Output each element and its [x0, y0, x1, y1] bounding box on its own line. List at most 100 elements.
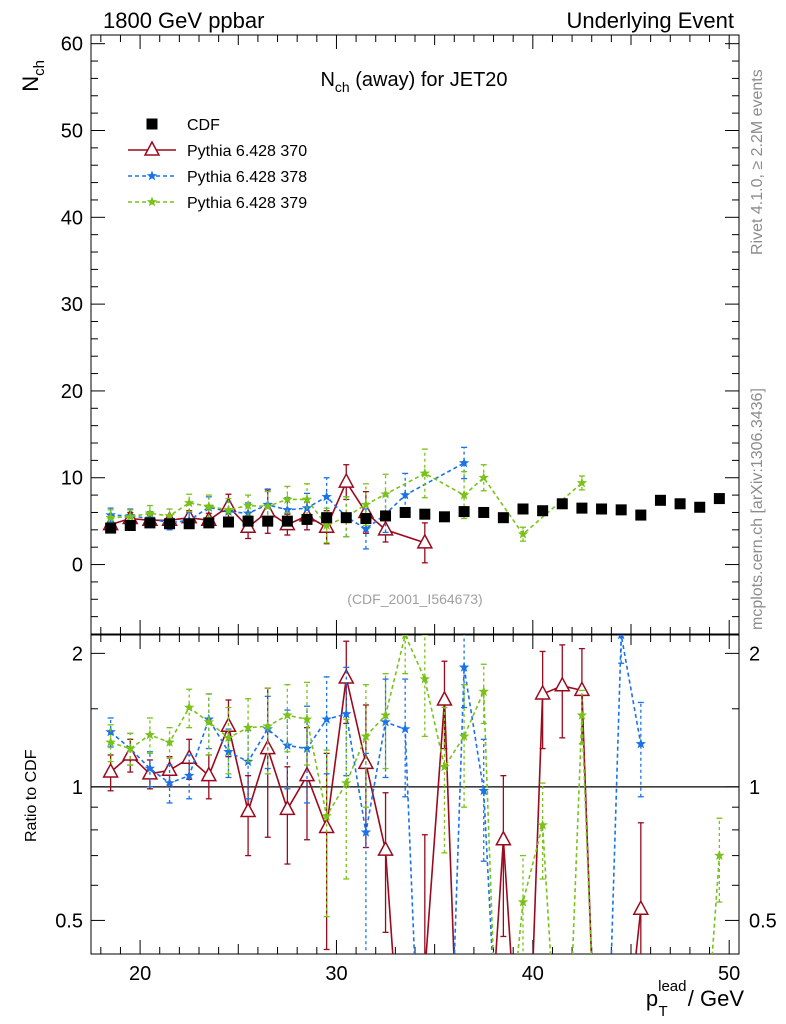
ratio-pythia-6-428-379: [105, 635, 725, 954]
main-ytick-label: 50: [61, 120, 83, 142]
series-pythia-6-428-379-point: [576, 477, 588, 488]
series-pythia-6-428-379-point: [419, 467, 430, 478]
legend-marker: [143, 140, 161, 156]
series-pythia-6-428-379-point: [203, 500, 214, 511]
ratio-xtick-label: 30: [325, 963, 347, 985]
series-pythia-6-428-378-point: [458, 457, 470, 468]
cdf-point: [478, 506, 490, 518]
main-ytick-label: 0: [72, 555, 83, 577]
cdf-point: [635, 509, 647, 521]
cdf-point: [164, 518, 176, 530]
mcplots-label: mcplots.cern.ch [arXiv:1306.3436]: [749, 388, 766, 630]
ratio-pythia-6-428-379-point: [282, 709, 293, 720]
legend-entry: Pythia 6.428 379: [128, 195, 307, 212]
main-data-layer: [102, 446, 725, 564]
ratio-xtick-label: 20: [129, 963, 151, 985]
main-y-axis-label: Nch: [18, 60, 48, 92]
ratio-pythia-6-428-370: [102, 640, 650, 954]
plot-title-rest: (away) for JET20: [350, 69, 508, 91]
ratio-pythia-6-428-379-point: [203, 716, 214, 727]
ratio-pythia-6-428-379-point: [458, 730, 470, 741]
ratio-pythia-6-428-378-point: [223, 746, 234, 757]
cdf-point: [517, 503, 529, 515]
series-pythia-6-428-379-point: [321, 520, 332, 530]
ratio-pythia-6-428-378-point: [400, 723, 411, 734]
cdf-point: [596, 503, 608, 515]
ratio-pythia-6-428-379-point: [184, 702, 195, 712]
main-ytick-label: 20: [61, 381, 83, 403]
series-pythia-6-428-379-point: [478, 472, 489, 483]
ratio-pythia-6-428-379-point: [262, 720, 273, 731]
ratio-pythia-6-428-379-line: [110, 635, 721, 954]
plot-title: Nch (away) for JET20: [320, 69, 507, 95]
main-ytick-label: 10: [61, 468, 83, 490]
ratio-ytick-label-right: 0.5: [749, 910, 777, 932]
ratio-pythia-6-428-379-point: [439, 761, 450, 772]
ratio-axis-ticks: 20 30 40 50 0.5 0.5 1 1 2 2: [55, 635, 777, 985]
legend: CDF Pythia 6.428 370 Pythia 6.428 378 Pythi…: [128, 117, 307, 212]
ratio-pythia-6-428-379-point: [125, 743, 136, 753]
series-pythia-6-428-370-point: [338, 472, 355, 488]
ratio-pythia-6-428-378-point: [164, 777, 175, 788]
cdf-point: [399, 506, 411, 518]
ratio-ytick-label-right: 1: [749, 777, 760, 799]
header-energy: 1800 GeV ppbar: [103, 8, 264, 33]
series-pythia-6-428-378-point: [282, 504, 293, 515]
cdf-point: [203, 517, 215, 529]
cdf-point: [556, 498, 568, 510]
ratio-pythia-6-428-379-point: [321, 810, 332, 821]
ratio-pythia-6-428-370-point: [161, 760, 178, 777]
ratio-pythia-6-428-379-point: [576, 709, 588, 720]
cdf-point: [340, 512, 352, 524]
ratio-pythia-6-428-379-point: [419, 673, 430, 684]
ratio-pythia-6-428-378-point: [341, 708, 352, 719]
cdf-point: [301, 513, 313, 525]
series-pythia-6-428-379-point: [144, 507, 156, 518]
ratio-pythia-6-428-370-point: [122, 745, 139, 761]
series-pythia-6-428-379-point: [360, 499, 372, 510]
rivet-version-label: Rivet 4.1.0, ≥ 2.2M events: [749, 69, 766, 255]
series-pythia-6-428-379-point: [282, 493, 293, 504]
cdf-point: [281, 515, 293, 527]
series-pythia-6-428-379-point: [517, 528, 529, 539]
cdf-point: [262, 515, 274, 527]
ratio-pythia-6-428-378-point: [380, 716, 391, 727]
series-pythia-6-428-378-point: [242, 507, 254, 518]
main-ytick-label: 40: [61, 207, 83, 229]
ratio-pythia-6-428-370-point: [377, 840, 394, 856]
series-pythia-6-428-378-point: [400, 489, 411, 500]
ratio-pythia-6-428-370-point: [632, 899, 650, 915]
ratio-pythia-6-428-379-point: [105, 736, 116, 747]
legend-entry: CDF: [146, 117, 220, 134]
ratio-pythia-6-428-379-point: [341, 777, 352, 788]
ratio-pythia-6-428-370-line: [110, 677, 642, 954]
ratio-pythia-6-428-378-line: [110, 635, 642, 954]
main-ytick-label: 60: [61, 34, 83, 56]
ratio-y-axis-label: Ratio to CDF: [23, 749, 40, 842]
ratio-pythia-6-428-379-point: [242, 722, 254, 733]
ratio-pythia-6-428-378-point: [184, 770, 195, 781]
ratio-pythia-6-428-370-point: [554, 676, 571, 692]
xlabel-main: p: [646, 986, 658, 1011]
ratio-pythia-6-428-378-point: [635, 738, 646, 749]
ratio-pythia-6-428-379-point: [714, 850, 725, 860]
legend-entry: Pythia 6.428 378: [128, 169, 307, 186]
cdf-point: [242, 515, 254, 527]
cdf-point: [674, 498, 686, 510]
ratio-pythia-6-428-379-point: [478, 686, 489, 696]
main-ytick-label: 30: [61, 294, 83, 316]
ratio-pythia-6-428-379-point: [360, 730, 372, 741]
legend-label: CDF: [187, 117, 220, 134]
legend-marker: [146, 170, 158, 181]
ratio-pythia-6-428-378-point: [262, 723, 273, 734]
legend-marker: [146, 196, 158, 207]
ratio-pythia-6-428-370-point: [534, 684, 551, 700]
cdf-point: [105, 522, 117, 534]
ratio-pythia-6-428-378-point: [321, 713, 332, 724]
legend-cdf-marker: [146, 118, 158, 130]
series-pythia-6-428-379-point: [184, 497, 195, 508]
ratio-pythia-6-428-379-point: [537, 819, 548, 830]
header-process: Underlying Event: [566, 8, 734, 33]
ratio-ytick-label-left: 2: [72, 643, 83, 665]
cdf-point: [419, 508, 431, 520]
